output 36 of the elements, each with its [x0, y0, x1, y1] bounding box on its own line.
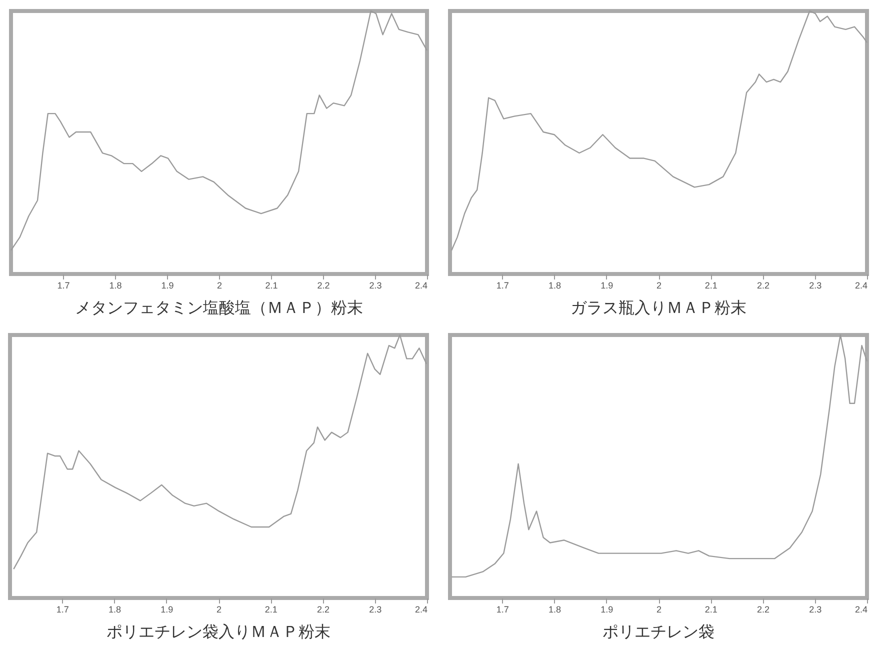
x-tick-label: 2.3: [369, 280, 382, 290]
x-tick-label: 2.2: [756, 280, 770, 290]
x-tick-label: 2.2: [756, 604, 770, 614]
x-tick-label: 2.4: [854, 280, 868, 290]
x-tick-label: 2.2: [316, 604, 330, 614]
x-tick-label: 1.9: [160, 604, 174, 614]
x-tick-label: 1.7: [496, 604, 509, 614]
x-tick-label: 1.8: [548, 604, 562, 614]
x-tick-label: 1.7: [56, 604, 69, 614]
x-tick-label: 2.1: [264, 604, 278, 614]
x-tick-label: 2.2: [317, 280, 330, 290]
text: ポリエチレン袋: [602, 622, 714, 641]
x-tick-label: 1.7: [57, 280, 70, 290]
x-tick-label: 1.8: [108, 604, 122, 614]
x-tick-label: 2.4: [414, 604, 428, 614]
x-tick-label: 1.9: [161, 280, 174, 290]
x-tick-label: 2.1: [704, 604, 718, 614]
x-tick-label: 1.7: [496, 280, 509, 290]
x-tick-label: 2.4: [854, 604, 868, 614]
x-tick-label: 2.1: [704, 280, 718, 290]
x-tick-label: 2.3: [369, 604, 382, 614]
x-tick-label: 1.9: [600, 280, 614, 290]
x-tick-label: 1.9: [600, 604, 614, 614]
text: ポリエチレン袋入りＭＡＰ粉末: [106, 622, 330, 641]
text: メタンフェタミン塩酸塩（ＭＡＰ）粉末: [75, 298, 363, 317]
x-tick-label: 1.8: [548, 280, 562, 290]
x-tick-label: 1.8: [109, 280, 122, 290]
x-tick-label: 2.1: [265, 280, 278, 290]
x-tick-label: 2: [656, 604, 662, 614]
x-tick-label: 2: [216, 280, 222, 290]
x-tick-label: 2.4: [414, 280, 428, 290]
x-tick-label: 2.3: [809, 280, 822, 290]
text: ガラス瓶入りＭＡＰ粉末: [570, 298, 746, 317]
x-tick-label: 2.3: [809, 604, 822, 614]
x-tick-label: 2: [216, 604, 222, 614]
x-tick-label: 2: [656, 280, 662, 290]
